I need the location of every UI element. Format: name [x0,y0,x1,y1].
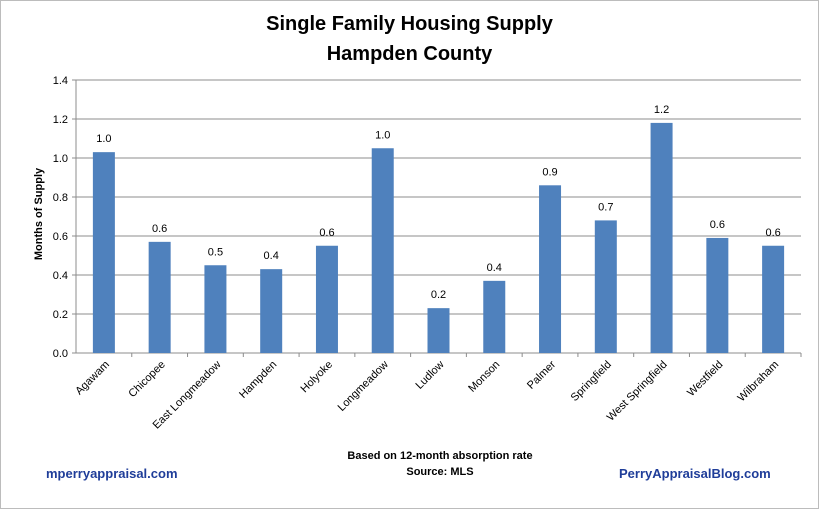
bar-east-longmeadow [204,265,227,353]
x-tick-label: Westfield [685,359,725,399]
bar-holyoke [315,245,338,353]
data-label: 0.6 [152,223,167,235]
data-label: 0.5 [208,246,223,258]
data-labels: 1.0 0.6 0.5 0.4 0.6 1.0 0.2 0.4 0.9 0.7 1.2 0.6 0.6 [96,104,781,301]
bar-chicopee [148,241,171,353]
x-tick-label: Hampden [237,359,279,401]
chart-title-line-2: Hampden County [326,43,493,65]
y-tick-label: 0.6 [53,231,68,243]
x-tick-label: Agawam [73,359,112,398]
bar-monson [483,280,506,353]
data-label: 0.6 [319,227,334,239]
x-tick-label: Chicopee [126,359,167,400]
website-link[interactable]: mperryappraisal.com [46,466,178,481]
data-label: 1.2 [654,104,669,116]
x-tick-label: West Springfield [605,359,670,424]
y-tick-label: 0.2 [53,309,68,321]
x-tick-label: Monson [466,359,502,395]
y-tick-label: 1.2 [53,114,68,126]
data-label: 0.9 [542,166,557,178]
x-tick-label: Palmer [525,358,558,391]
x-tick-label: Longmeadow [336,359,391,414]
x-tick-label: Ludlow [413,359,446,392]
y-tick-label: 1.4 [53,75,68,87]
data-label: 0.4 [487,262,502,274]
blog-link[interactable]: PerryAppraisalBlog.com [619,466,771,481]
bar-springfield [594,220,617,353]
bar-ludlow [427,308,450,353]
bar-longmeadow [371,148,394,353]
data-label: 0.6 [765,227,780,239]
data-label: 0.4 [264,250,279,262]
chart-title-line-1: Single Family Housing Supply [266,13,553,35]
data-label: 0.7 [598,201,613,213]
x-tick-label: Wilbraham [736,359,782,405]
data-label: 1.0 [96,133,111,145]
y-tick-labels: 0.0 0.2 0.4 0.6 0.8 1.0 1.2 1.4 [53,75,68,360]
bars [92,122,785,354]
bar-wilbraham [762,245,785,353]
bar-west-springfield [650,122,673,354]
y-tick-label: 1.0 [53,153,68,165]
data-label: 0.2 [431,289,446,301]
x-tick-label: Springfield [569,359,614,404]
data-label: 0.6 [710,219,725,231]
source-note: Source: MLS [406,466,474,478]
bar-hampden [260,269,283,353]
y-tick-label: 0.0 [53,348,68,360]
x-tick-label: Holyoke [298,359,335,396]
y-axis-label: Months of Supply [33,167,45,260]
bar-westfield [706,237,729,353]
bar-palmer [539,185,562,353]
absorption-note: Based on 12-month absorption rate [347,450,533,462]
y-tick-label: 0.4 [53,270,68,282]
y-tick-label: 0.8 [53,192,68,204]
bar-agawam [92,152,115,353]
data-label: 1.0 [375,129,390,141]
